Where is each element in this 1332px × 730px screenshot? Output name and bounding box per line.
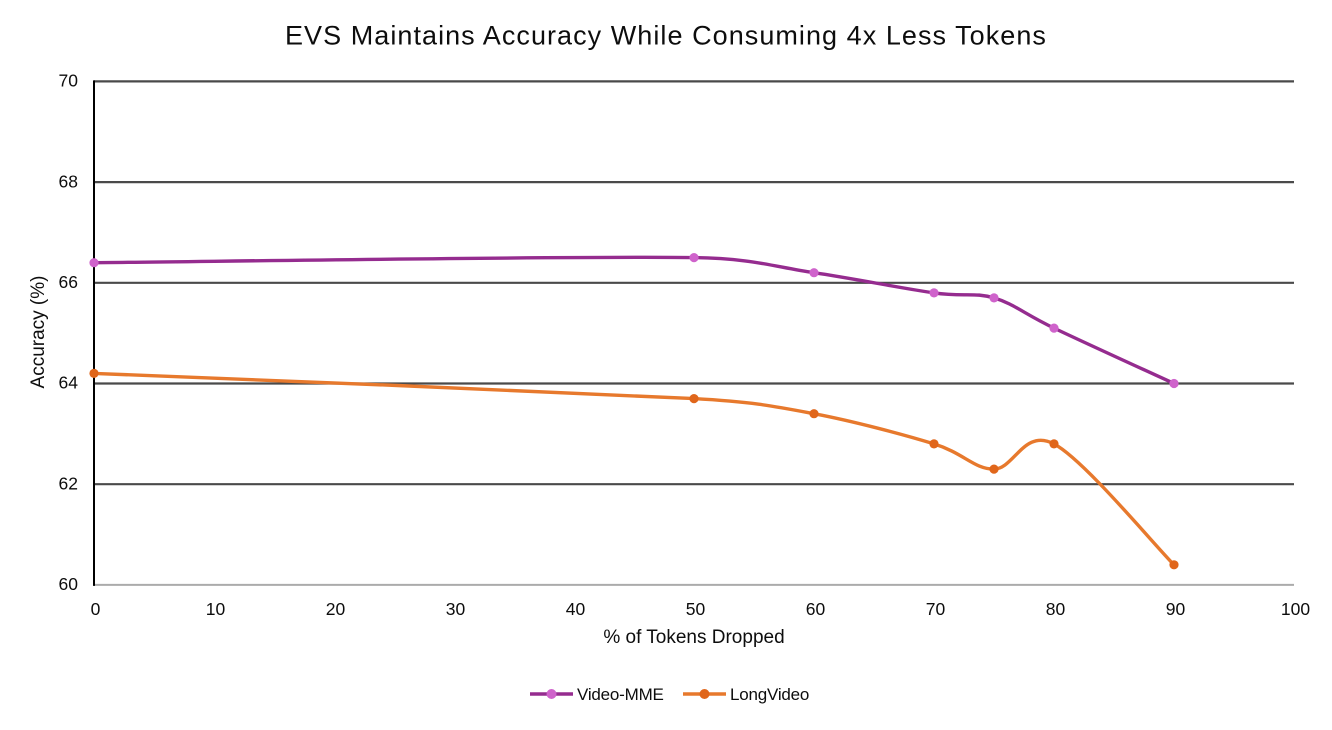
- svg-text:0: 0: [91, 599, 101, 619]
- svg-text:100: 100: [1281, 599, 1310, 619]
- svg-text:10: 10: [206, 599, 226, 619]
- svg-text:64: 64: [59, 373, 79, 393]
- svg-text:Video-MME: Video-MME: [577, 685, 664, 704]
- svg-text:40: 40: [566, 599, 586, 619]
- svg-text:80: 80: [1046, 599, 1066, 619]
- svg-text:68: 68: [59, 171, 78, 191]
- svg-text:Accuracy (%): Accuracy (%): [28, 276, 49, 389]
- svg-text:EVS Maintains Accuracy While C: EVS Maintains Accuracy While Consuming 4…: [285, 21, 1047, 51]
- svg-text:70: 70: [59, 71, 79, 91]
- svg-text:60: 60: [59, 574, 79, 594]
- svg-text:62: 62: [59, 473, 78, 493]
- svg-text:30: 30: [446, 599, 466, 619]
- svg-text:60: 60: [806, 599, 826, 619]
- svg-text:% of Tokens Dropped: % of Tokens Dropped: [603, 627, 784, 648]
- svg-text:20: 20: [326, 599, 346, 619]
- svg-text:66: 66: [59, 272, 78, 292]
- svg-text:LongVideo: LongVideo: [730, 685, 809, 704]
- svg-text:90: 90: [1166, 599, 1186, 619]
- svg-text:50: 50: [686, 599, 706, 619]
- svg-text:70: 70: [926, 599, 946, 619]
